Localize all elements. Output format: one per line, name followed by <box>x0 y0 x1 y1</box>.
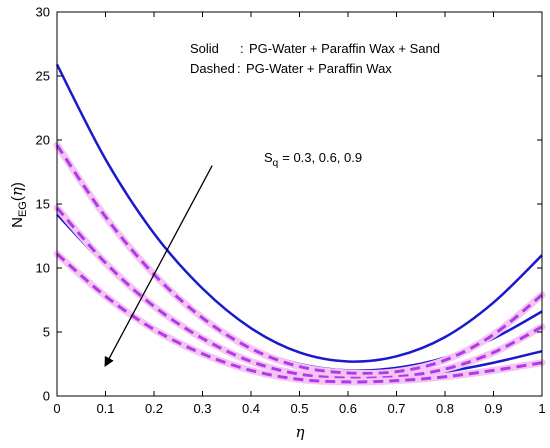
series-dashed-glow-4 <box>53 204 546 382</box>
x-tick-label: 0.3 <box>193 401 211 416</box>
legend-solid-key: Solid <box>190 41 219 56</box>
y-tick-label: 25 <box>36 69 50 84</box>
y-axis-title: NEG(η) <box>8 182 29 228</box>
legend-solid-desc: PG-Water + Paraffin Wax + Sand <box>249 41 440 56</box>
series-dashed-glow-3 <box>53 141 546 377</box>
y-axis-title-sub: EG <box>17 201 29 217</box>
legend-dashed-sep: : <box>237 61 241 76</box>
x-tick-label: 0.5 <box>290 401 308 416</box>
y-tick-label: 10 <box>36 261 50 276</box>
y-tick-label: 5 <box>43 325 50 340</box>
y-axis-title-open: ( <box>9 196 26 201</box>
sq-arrow <box>104 165 213 368</box>
y-tick-label: 15 <box>36 197 50 212</box>
x-tick-label: 0.8 <box>436 401 454 416</box>
x-tick-label: 0.9 <box>484 401 502 416</box>
x-tick-label: 0.7 <box>387 401 405 416</box>
sq-annotation-label: Sq = 0.3, 0.6, 0.9 <box>264 150 362 169</box>
y-axis-title-main: N <box>9 217 26 228</box>
x-axis-title: η <box>296 423 305 441</box>
series-dashed-line-5 <box>56 252 543 384</box>
y-tick-label: 30 <box>36 5 50 20</box>
series-solid-line-1 <box>55 148 543 372</box>
y-axis-title-close: ) <box>9 182 26 187</box>
sq-annotation: Sq = 0.3, 0.6, 0.9 <box>104 150 362 368</box>
sq-values: = 0.3, 0.6, 0.9 <box>282 150 362 165</box>
legend-dashed-key: Dashed <box>190 61 235 76</box>
x-tick-label: 1 <box>538 401 545 416</box>
y-tick-label: 0 <box>43 389 50 404</box>
y-tick-label: 20 <box>36 133 50 148</box>
legend: Solid : PG-Water + Paraffin Wax + Sand D… <box>190 41 440 76</box>
y-axis-title-arg: η <box>8 187 26 196</box>
sq-sub: q <box>273 158 279 169</box>
legend-solid-sep: : <box>240 41 244 56</box>
x-axis: 0 0.1 0.2 0.3 0.4 0.5 0.6 0.7 0.8 0.9 1 <box>53 12 546 416</box>
x-tick-label: 0.6 <box>339 401 357 416</box>
series-dashed-line-3 <box>55 144 543 375</box>
series-solid-line-0 <box>55 63 543 363</box>
y-axis: 0 5 10 15 20 25 30 <box>36 5 542 404</box>
x-tick-label: 0 <box>53 401 60 416</box>
series-group <box>53 63 546 386</box>
sq-prefix: S <box>264 150 273 165</box>
x-tick-label: 0.2 <box>145 401 163 416</box>
x-tick-label: 0.4 <box>242 401 260 416</box>
legend-dashed-desc: PG-Water + Paraffin Wax <box>246 61 392 76</box>
x-tick-label: 0.1 <box>96 401 114 416</box>
